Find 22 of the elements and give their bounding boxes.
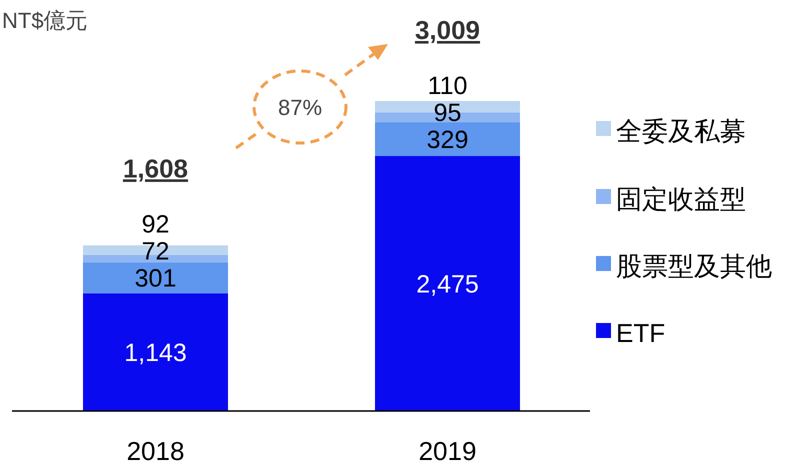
data-label: 95: [434, 99, 462, 128]
x-tick-label: 2019: [418, 436, 476, 464]
bar: [83, 293, 228, 411]
legend-label: 股票型及其他: [616, 251, 772, 281]
data-label: 110: [428, 72, 468, 100]
data-label: 301: [134, 264, 176, 293]
data-label: 72: [142, 238, 170, 266]
bar: [83, 262, 228, 294]
total-label: 3,009: [414, 15, 480, 45]
data-label: 92: [142, 210, 170, 239]
data-label: 329: [426, 126, 468, 154]
data-label: 2,475: [416, 270, 479, 299]
data-label: 1,143: [124, 339, 187, 368]
annotation: 87%: [278, 95, 322, 120]
legend-label: ETF: [616, 318, 666, 348]
x-tick-label: 2018: [126, 436, 184, 464]
bar: [375, 122, 520, 156]
y-axis-title: NT$億元: [2, 8, 88, 33]
bar: [375, 156, 520, 411]
total-label: 1,608: [122, 153, 188, 184]
legend-label: 固定收益型: [616, 184, 746, 214]
legend-label: 全委及私募: [616, 116, 746, 146]
